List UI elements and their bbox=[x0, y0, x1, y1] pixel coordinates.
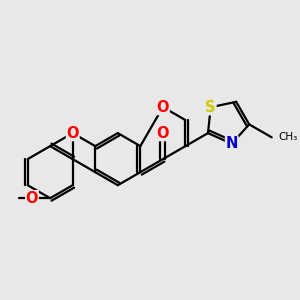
Text: S: S bbox=[206, 100, 216, 115]
Text: O: O bbox=[26, 191, 38, 206]
Text: O: O bbox=[157, 100, 169, 115]
Text: N: N bbox=[226, 136, 238, 151]
Text: O: O bbox=[67, 126, 79, 141]
Text: CH₃: CH₃ bbox=[278, 132, 298, 142]
Text: O: O bbox=[157, 126, 169, 141]
